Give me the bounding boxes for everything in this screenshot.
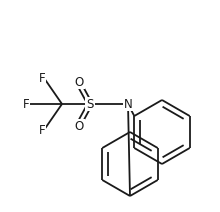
Text: F: F [39,124,45,137]
Text: F: F [39,71,45,85]
Text: N: N [124,98,132,110]
Text: O: O [74,75,84,88]
Text: O: O [74,120,84,132]
Text: S: S [86,98,94,110]
Text: F: F [23,98,29,110]
